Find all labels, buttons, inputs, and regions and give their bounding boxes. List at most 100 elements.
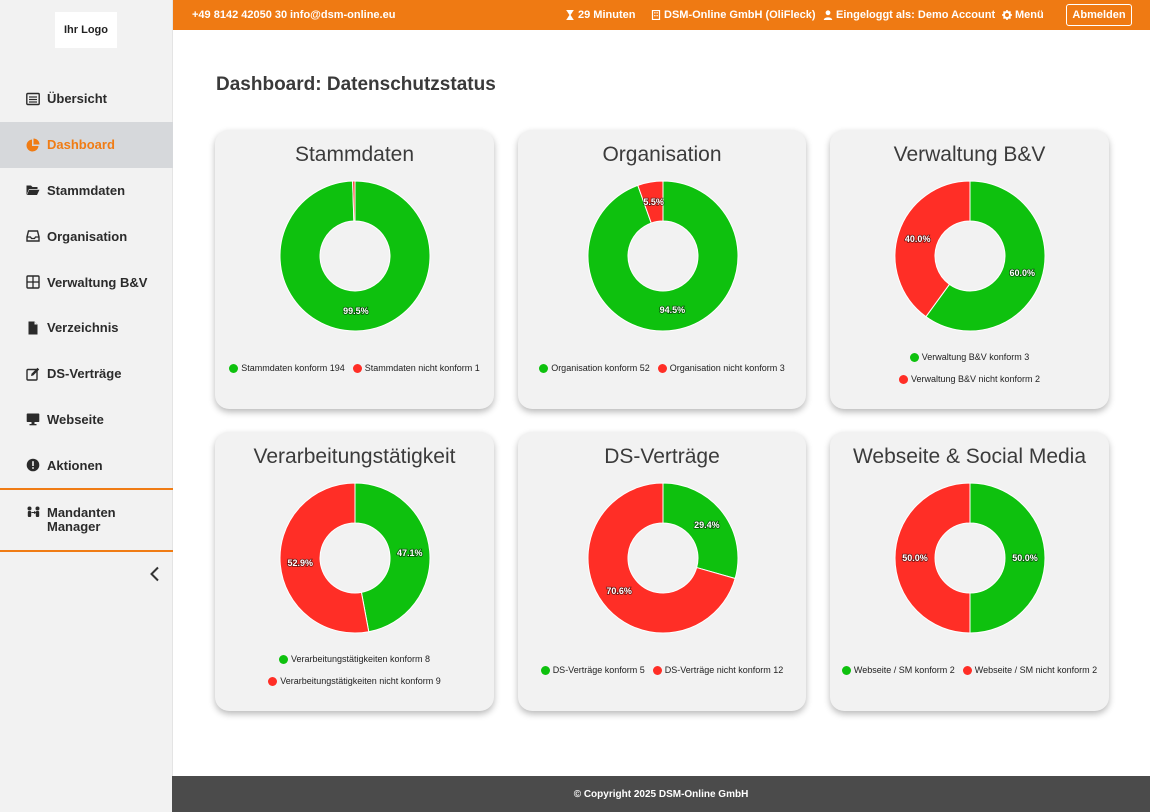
chart-title: DS-Verträge: [604, 445, 720, 468]
slice-percent-label: 50.0%: [902, 553, 928, 563]
legend-label: DS-Verträge konform 5: [552, 665, 645, 675]
legend-label: DS-Verträge nicht konform 12: [664, 665, 784, 675]
legend-dot: [962, 665, 972, 675]
legend-item[interactable]: Stammdaten konform 194: [229, 357, 345, 379]
sidebar-item-label: Aktionen: [47, 457, 103, 473]
session-timer: 29 Minuten: [565, 9, 635, 21]
menu-button[interactable]: Menü: [1002, 9, 1044, 21]
sidebar-item-ds-vertraege[interactable]: DS-Verträge: [0, 351, 173, 397]
sidebar-item-mandanten-manager[interactable]: Mandanten Manager: [0, 491, 173, 551]
legend-label: Verwaltung B&V konform 3: [921, 352, 1030, 362]
sidebar-item-webseite[interactable]: Webseite: [0, 397, 173, 443]
hourglass-icon: [566, 10, 574, 20]
slice-percent-label: 40.0%: [905, 234, 931, 244]
slice-percent-label: 60.0%: [1010, 268, 1036, 278]
legend-label: Verarbeitungstätigkeiten konform 8: [290, 654, 431, 664]
donut-slice-konform[interactable]: [279, 180, 431, 332]
sidebar-item-verwaltung[interactable]: Verwaltung B&V: [0, 259, 173, 305]
donut-slice-konform[interactable]: [662, 482, 739, 580]
chart-card-ds-vertraege: DS-Verträge 29.4% 70.6% DS-Verträge konfo…: [518, 432, 806, 711]
logo[interactable]: Ihr Logo: [55, 12, 117, 48]
grid-icon: [26, 275, 40, 289]
top-bar: +49 8142 42050 30 info@dsm-online.eu 29 …: [173, 0, 1150, 30]
sidebar-item-label: Webseite: [47, 411, 104, 427]
donut-chart: 29.4% 70.6%: [587, 482, 739, 634]
alert-icon: [26, 458, 40, 472]
slice-percent-label: 70.6%: [606, 586, 632, 596]
chart-legend: Organisation konform 52 Organisation nich…: [518, 357, 806, 379]
legend-dot: [540, 665, 550, 675]
sidebar-item-verzeichnis[interactable]: Verzeichnis: [0, 305, 173, 351]
legend-dot: [539, 363, 549, 373]
chart-card-organisation: Organisation 94.5% 5.5% Organisation konf…: [518, 130, 806, 409]
legend-item[interactable]: Webseite / SM nicht konform 2: [962, 659, 1098, 681]
slice-percent-label: 29.4%: [694, 520, 720, 530]
inbox-icon: [26, 230, 40, 242]
user-icon: [823, 10, 833, 20]
legend-dot: [278, 654, 288, 664]
chart-title: Verarbeitungstätigkeit: [253, 445, 456, 468]
legend-item[interactable]: Stammdaten nicht konform 1: [352, 357, 480, 379]
logout-button[interactable]: Abmelden: [1066, 4, 1132, 26]
legend-dot: [268, 676, 278, 686]
edit-icon: [26, 367, 40, 381]
donut-slice-nicht-konform[interactable]: [894, 482, 971, 634]
legend-item[interactable]: Verwaltung B&V nicht konform 2: [898, 368, 1040, 390]
legend-dot: [229, 363, 239, 373]
donut-slice-nicht-konform[interactable]: [279, 482, 370, 634]
legend-item[interactable]: Verarbeitungstätigkeiten nicht konform 9: [268, 670, 441, 692]
sidebar-item-dashboard[interactable]: Dashboard: [0, 121, 173, 168]
sidebar: Ihr Logo Übersicht Dashboard Stammdaten …: [0, 0, 173, 812]
company-link[interactable]: DSM-Online GmbH (OliFleck): [651, 9, 816, 21]
legend-item[interactable]: Verwaltung B&V konform 3: [909, 346, 1030, 368]
donut-slice-konform[interactable]: [354, 482, 431, 633]
sidebar-item-stammdaten[interactable]: Stammdaten: [0, 168, 173, 214]
legend-label: Webseite / SM konform 2: [853, 665, 955, 675]
legend-label: Organisation konform 52: [551, 363, 650, 373]
donut-slice-konform[interactable]: [587, 180, 739, 332]
phone-link[interactable]: +49 8142 42050 30: [192, 9, 288, 21]
sidebar-item-label: Verwaltung B&V: [47, 274, 148, 290]
legend-item[interactable]: Organisation nicht konform 3: [657, 357, 785, 379]
legend-item[interactable]: Webseite / SM konform 2: [841, 659, 955, 681]
donut-chart: 99.5%: [279, 180, 431, 332]
sidebar-nav: Übersicht Dashboard Stammdaten Organisat…: [0, 76, 173, 488]
email-link[interactable]: info@dsm-online.eu: [290, 9, 396, 21]
sidebar-item-organisation[interactable]: Organisation: [0, 213, 173, 259]
donut-slice-nicht-konform[interactable]: [352, 180, 356, 222]
page-title: Dashboard: Datenschutzstatus: [216, 74, 496, 95]
legend-label: Webseite / SM nicht konform 2: [974, 665, 1098, 675]
slice-percent-label: 99.5%: [343, 306, 369, 316]
sidebar-item-aktionen[interactable]: Aktionen: [0, 442, 173, 488]
chart-legend: Verwaltung B&V konform 3 Verwaltung B&V n…: [830, 346, 1109, 390]
legend-item[interactable]: Organisation konform 52: [539, 357, 650, 379]
legend-dot: [841, 665, 851, 675]
chart-title: Stammdaten: [294, 143, 415, 166]
donut-chart: 94.5% 5.5%: [587, 180, 739, 332]
folder-open-icon: [26, 185, 40, 196]
chart-card-webseite: Webseite & Social Media 50.0% 50.0% Webse…: [830, 432, 1109, 711]
chevron-left-icon[interactable]: [146, 565, 164, 583]
donut-slice-nicht-konform[interactable]: [587, 482, 736, 634]
donut-slice-nicht-konform[interactable]: [894, 180, 971, 318]
sidebar-item-uebersicht[interactable]: Übersicht: [0, 76, 173, 122]
sidebar-item-label: Dashboard: [47, 137, 115, 153]
slice-percent-label: 52.9%: [287, 558, 313, 568]
legend-item[interactable]: DS-Verträge konform 5: [540, 659, 645, 681]
legend-dot: [352, 363, 362, 373]
gear-icon: [1002, 10, 1012, 20]
donut-slice-konform[interactable]: [969, 482, 1046, 634]
donut-slice-nicht-konform[interactable]: [637, 180, 664, 224]
slice-percent-label: 50.0%: [1012, 553, 1038, 563]
sidebar-item-label: Übersicht: [47, 91, 107, 107]
user-link[interactable]: Eingeloggt als: Demo Account: [823, 9, 995, 21]
legend-item[interactable]: Verarbeitungstätigkeiten konform 8: [278, 648, 431, 670]
donut-slice-konform[interactable]: [925, 180, 1046, 332]
legend-dot: [652, 665, 662, 675]
legend-item[interactable]: DS-Verträge nicht konform 12: [652, 659, 784, 681]
divider: [0, 550, 173, 552]
chart-legend: Stammdaten konform 194 Stammdaten nicht k…: [215, 357, 494, 379]
legend-dot: [909, 352, 919, 362]
legend-dot: [657, 363, 667, 373]
monitor-icon: [26, 413, 40, 426]
